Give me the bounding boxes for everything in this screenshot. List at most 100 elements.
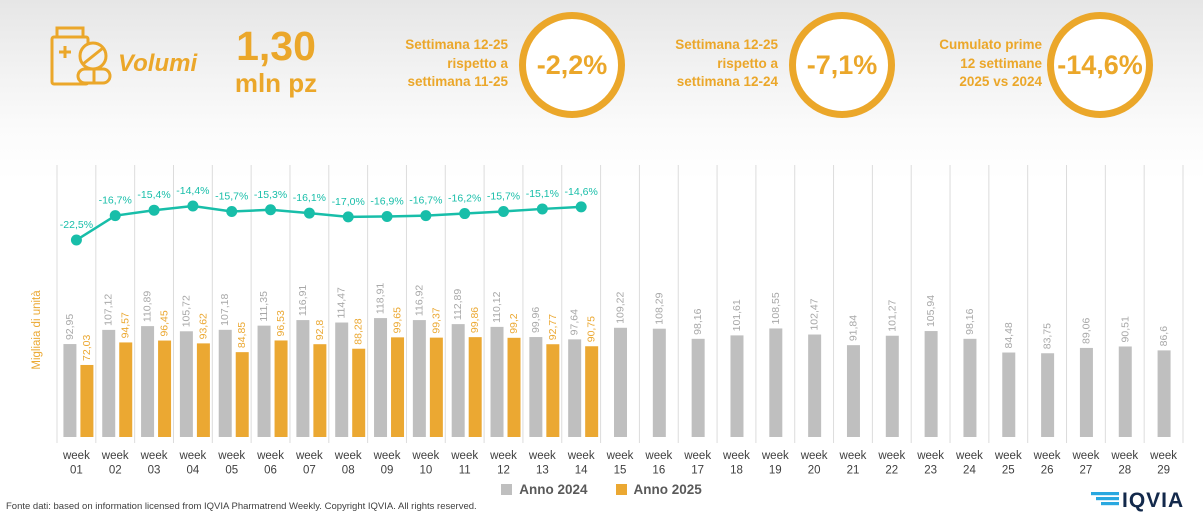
bar-anno-2024-week-09 <box>374 318 388 437</box>
kpi-2-value-badge: -7,1% <box>789 12 895 118</box>
trend-point-week-08 <box>342 211 354 223</box>
bar-anno-2025-week-14 <box>585 346 599 437</box>
bar-label-2025: 72,03 <box>81 335 93 361</box>
kpi-3-label: Cumulato prime 12 settimane 2025 vs 2024 <box>939 37 1042 90</box>
legend-swatch-2024 <box>501 484 513 495</box>
trend-label: -14,6% <box>565 186 598 198</box>
x-tick-label: week 28 <box>1110 450 1138 477</box>
bar-anno-2024-week-28 <box>1118 346 1132 437</box>
bar-label-2024: 102,47 <box>809 298 821 330</box>
x-tick-label: week 16 <box>644 450 672 477</box>
bar-anno-2025-week-12 <box>507 337 521 437</box>
bar-label-2024: 107,18 <box>219 294 231 326</box>
bar-anno-2024-week-18 <box>730 335 744 437</box>
bar-label-2025: 96,45 <box>159 310 171 336</box>
bar-anno-2024-week-14 <box>568 339 582 437</box>
bar-anno-2025-week-04 <box>196 343 210 437</box>
bar-label-2024: 91,84 <box>847 315 859 341</box>
bar-label-2025: 96,53 <box>275 310 287 336</box>
x-tick-label: week 21 <box>839 450 867 477</box>
bar-anno-2024-week-10 <box>412 320 426 437</box>
bar-label-2025: 94,57 <box>120 312 132 338</box>
bar-anno-2024-week-26 <box>1041 353 1055 437</box>
bar-anno-2024-week-23 <box>924 331 938 437</box>
bar-label-2024: 86,6 <box>1158 326 1170 347</box>
chart-legend: Anno 2024 Anno 2025 <box>0 482 1203 497</box>
bar-label-2025: 92,8 <box>314 320 326 341</box>
trend-label: -15,1% <box>526 188 559 200</box>
bar-anno-2024-week-08 <box>335 322 349 437</box>
bar-anno-2025-week-02 <box>119 342 133 437</box>
bar-label-2024: 110,89 <box>142 291 154 322</box>
x-tick-label: week 07 <box>295 450 323 477</box>
bar-anno-2024-week-25 <box>1002 352 1016 437</box>
x-tick-label: week 01 <box>62 450 90 477</box>
x-tick-label: week 15 <box>606 450 634 477</box>
bar-label-2025: 99,86 <box>469 307 481 333</box>
bar-anno-2024-week-22 <box>885 335 899 437</box>
bar-label-2025: 88,28 <box>353 318 365 344</box>
bar-label-2024: 98,16 <box>964 308 976 334</box>
bar-anno-2025-week-05 <box>235 352 249 437</box>
bar-anno-2025-week-10 <box>429 337 443 437</box>
trend-point-week-09 <box>381 211 393 222</box>
x-tick-label: week 13 <box>528 450 556 477</box>
bar-anno-2025-week-13 <box>546 344 560 437</box>
total-value: 1,30 <box>236 23 316 69</box>
bar-anno-2024-week-21 <box>846 345 860 437</box>
bar-label-2024: 92,95 <box>64 314 76 340</box>
iqvia-logo: IQVIA <box>1091 489 1184 512</box>
bar-label-2025: 90,75 <box>586 316 598 342</box>
x-tick-label: week 24 <box>955 450 983 477</box>
bar-label-2025: 92,77 <box>547 314 559 340</box>
metric-label: Volumi <box>118 50 198 77</box>
trend-line <box>75 204 582 242</box>
trend-point-week-11 <box>459 208 471 220</box>
trend-point-week-01 <box>70 234 82 246</box>
kpi-3-value-badge: -14,6% <box>1047 12 1153 118</box>
data-source-note: Fonte dati: based on information license… <box>6 501 477 512</box>
iqvia-logo-stripes <box>1091 492 1119 506</box>
legend-label-2025: Anno 2025 <box>633 482 702 497</box>
kpi-1-value: -2,2% <box>536 49 608 80</box>
bar-label-2024: 98,16 <box>692 308 704 334</box>
bar-label-2024: 97,64 <box>569 309 581 335</box>
legend-item-anno-2024: Anno 2024 <box>501 482 588 497</box>
bar-label-2024: 107,12 <box>103 294 115 326</box>
trend-point-week-02 <box>109 210 121 222</box>
trend-label: -16,1% <box>293 192 326 204</box>
trend-point-week-14 <box>575 201 587 213</box>
bar-anno-2025-week-11 <box>468 337 482 437</box>
trend-point-week-03 <box>148 204 160 216</box>
x-tick-label: week 11 <box>450 450 478 477</box>
trend-label: -16,9% <box>370 196 403 208</box>
bar-anno-2024-week-06 <box>257 325 271 437</box>
bar-label-2024: 90,51 <box>1119 316 1131 342</box>
bar-anno-2024-week-12 <box>490 326 504 437</box>
x-tick-label: week 06 <box>256 450 284 477</box>
bar-label-2024: 99,96 <box>530 307 542 333</box>
bar-label-2024: 111,35 <box>258 291 270 322</box>
bar-anno-2024-week-13 <box>529 337 543 437</box>
bar-anno-2024-week-29 <box>1157 350 1171 437</box>
bar-anno-2024-week-11 <box>451 324 465 437</box>
x-tick-label: week 08 <box>334 450 362 477</box>
trend-point-week-07 <box>303 207 315 219</box>
x-tick-label: week 26 <box>1033 450 1061 477</box>
bar-label-2024: 118,91 <box>375 283 387 314</box>
iqvia-logo-text: IQVIA <box>1122 489 1184 512</box>
kpi-2-value: -7,1% <box>806 49 878 80</box>
bar-anno-2024-week-04 <box>179 331 193 437</box>
x-tick-label: week 19 <box>761 450 789 477</box>
bar-anno-2024-week-16 <box>652 328 666 437</box>
trend-label: -16,7% <box>99 195 132 207</box>
bar-anno-2024-week-01 <box>63 344 77 437</box>
x-tick-label: week 17 <box>683 450 711 477</box>
bar-label-2024: 110,12 <box>491 291 503 322</box>
x-tick-label: week 03 <box>140 450 168 477</box>
bar-anno-2024-week-03 <box>141 326 155 437</box>
bar-anno-2025-week-08 <box>352 348 366 437</box>
total-unit: mln pz <box>234 68 318 99</box>
bar-anno-2024-week-17 <box>691 338 705 437</box>
